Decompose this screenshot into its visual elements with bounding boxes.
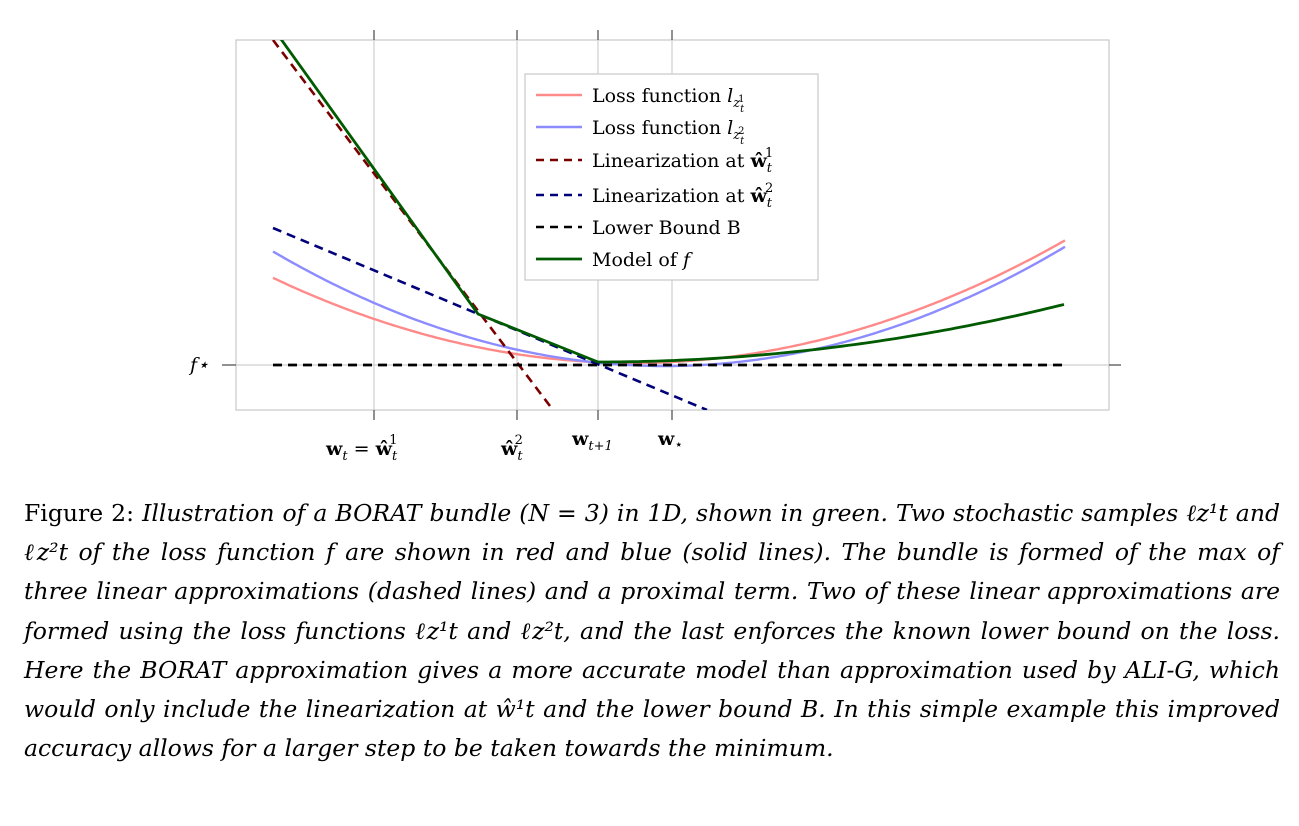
- x-tick-label-wstar: w⋆: [657, 428, 683, 453]
- legend-box: [524, 73, 819, 281]
- legend-item-model: Model of f: [536, 249, 693, 271]
- legend-item-lower-bound: Lower Bound B: [536, 217, 741, 239]
- legend-item-linearization1: Linearization at ŵt1: [536, 146, 773, 176]
- x-tick-label-wt: wt = ŵt1: [325, 433, 398, 464]
- loss-function-1-curve: [272, 239, 1066, 365]
- model-curve: [279, 40, 1065, 364]
- figure-caption: Figure 2: Illustration of a BORAT bundle…: [24, 494, 1280, 768]
- legend-item-loss2: Loss function lzt2: [536, 117, 745, 147]
- x-tick-label-wt1: wt+1: [571, 428, 613, 454]
- linearization-2-line: [272, 226, 708, 410]
- svg-text:Model of f: Model of f: [592, 249, 693, 271]
- svg-text:Linearization at ŵt2: Linearization at ŵt2: [592, 181, 773, 211]
- svg-text:Loss function lzt2: Loss function lzt2: [592, 117, 745, 147]
- legend-item-loss1: Loss function lzt1: [536, 85, 745, 115]
- svg-text:Lower Bound B: Lower Bound B: [592, 217, 741, 239]
- borat-bundle-figure: f⋆ wt = ŵt1 ŵt2 wt+1 w⋆ Loss function lz…: [188, 30, 1121, 464]
- tick-marks: [222, 30, 1121, 420]
- svg-text:Linearization at ŵt1: Linearization at ŵt1: [592, 146, 773, 176]
- caption-body: Illustration of a BORAT bundle (N = 3) i…: [24, 499, 1280, 763]
- legend-item-linearization2: Linearization at ŵt2: [536, 181, 773, 211]
- caption-label: Figure 2:: [24, 499, 143, 527]
- y-tick-label-fstar: f⋆: [188, 354, 209, 376]
- svg-text:Loss function lzt1: Loss function lzt1: [592, 85, 745, 115]
- legend: Loss function lzt1 Loss function lzt2 Li…: [524, 73, 819, 281]
- x-tick-label-what2: ŵt2: [500, 433, 523, 464]
